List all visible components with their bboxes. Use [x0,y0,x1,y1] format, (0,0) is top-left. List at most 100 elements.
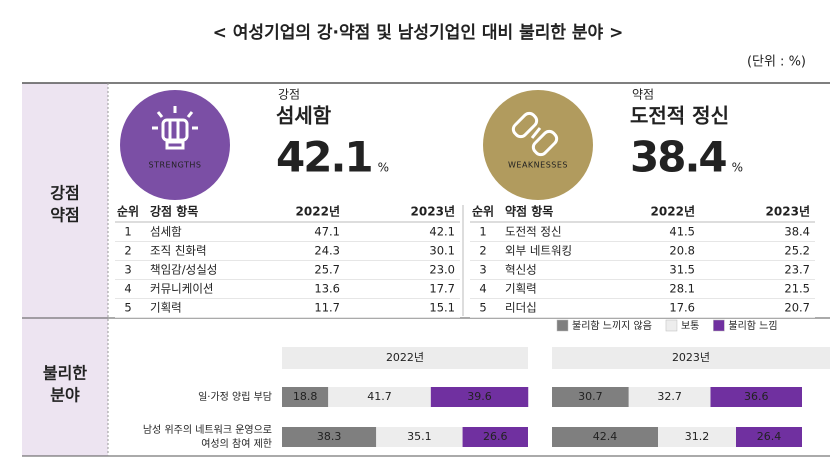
table-cell: 책임감/성실성 [150,263,217,277]
bar-label: 38.3 [317,430,342,443]
legend-swatch [556,319,569,332]
table-cell: 24.3 [314,244,340,258]
kind-label: 약점 [632,87,654,102]
table-cell: 1 [124,225,131,239]
unit: (단위 : %) [747,55,806,70]
table-header: 순위 [472,205,494,219]
table-cell: 25.7 [314,263,340,277]
bar-segment [552,387,629,407]
table-cell: 25.2 [784,244,810,258]
bar-label: 26.4 [757,430,782,443]
table-header: 순위 [117,205,139,219]
badge-label: WEAKNESSES [508,161,568,170]
year-band [282,347,528,369]
table-cell: 외부 네트워킹 [505,244,572,258]
table-cell: 1 [479,225,486,239]
legend-label: 불리함 느낌 [728,320,777,332]
year-band [552,347,830,369]
strength-icon [152,106,198,150]
table-cell: 2 [479,244,486,258]
bar-segment [462,427,528,447]
table-cell: 30.1 [429,244,455,258]
badge-label: STRENGTHS [149,161,202,170]
table-cell: 21.5 [784,282,810,296]
table-cell: 2 [124,244,131,258]
row-label: 일·가정 양립 부담 [198,390,272,403]
table-cell: 커뮤니케이션 [150,282,213,296]
bar-segment [736,427,802,447]
table-header: 약점 항목 [505,204,553,219]
bar-segment [430,387,529,407]
table-cell: 15.1 [429,301,455,315]
table-header: 2023년 [766,205,810,219]
bar-label: 31.2 [685,430,710,443]
bar-segment [376,427,463,447]
top-item: 섬세함 [276,104,332,128]
bar-label: 36.6 [744,390,769,403]
table-cell: 23.7 [784,263,810,277]
table-cell: 23.0 [429,263,455,277]
bar-segment [328,387,431,407]
top-item: 도전적 정신 [630,104,729,128]
section-label: 불리한 [43,364,87,383]
table-cell: 20.7 [784,301,810,315]
row-label: 남성 위주의 네트워크 운영으로 [143,423,272,436]
bar-segment [628,387,711,407]
section-label: 분야 [50,386,80,405]
section-label: 약점 [50,206,79,225]
badge-circle [120,90,230,200]
table-cell: 조직 친화력 [150,244,207,258]
table-cell: 47.1 [314,225,340,239]
badge-circle [483,90,593,200]
table-cell: 기획력 [505,282,537,296]
bar-segment [658,427,736,447]
bar-segment [282,387,329,407]
title: < 여성기업의 강·약점 및 남성기업인 대비 불리한 분야 > [213,22,624,43]
bar-segment [282,427,377,447]
legend-label: 불리함 느끼지 않음 [572,320,652,332]
legend-swatch [665,319,678,332]
bar-label: 42.4 [593,430,618,443]
table-cell: 5 [124,301,131,315]
table-cell: 17.7 [429,282,455,296]
legend-label: 보통 [681,320,699,332]
table-cell: 도전적 정신 [505,225,562,239]
bar-label: 18.8 [293,390,318,403]
table-cell: 3 [479,263,486,277]
table-cell: 3 [124,263,131,277]
table-cell: 31.5 [669,263,695,277]
table-cell: 4 [124,282,131,296]
table-cell: 11.7 [314,301,340,315]
top-value: 42.1 [276,133,372,182]
bar-label: 30.7 [578,390,603,403]
table-cell: 13.6 [314,282,340,296]
table-cell: 20.8 [669,244,695,258]
table-header: 2022년 [651,205,695,219]
table-cell: 17.6 [669,301,695,315]
bar-label: 26.6 [483,430,508,443]
bar-label: 41.7 [367,390,392,403]
top-value: 38.4 [630,133,726,182]
table-cell: 혁신성 [505,263,537,277]
table-cell: 5 [479,301,486,315]
bar-label: 39.6 [467,390,492,403]
table-cell: 섬세함 [150,225,182,239]
bar-segment [552,427,658,447]
year-label: 2022년 [386,351,424,364]
bar-label: 32.7 [657,390,682,403]
table-cell: 기획력 [150,301,182,315]
section-label: 강점 [50,184,79,203]
weakness-icon [511,111,559,157]
bar-segment [710,387,802,407]
table-header: 2022년 [296,205,340,219]
table-cell: 4 [479,282,486,296]
table-cell: 리더십 [505,301,537,315]
table-cell: 28.1 [669,282,695,296]
table-header: 강점 항목 [150,204,198,219]
top-unit: % [378,161,389,175]
table-cell: 41.5 [669,225,695,239]
table-cell: 38.4 [784,225,810,239]
top-unit: % [732,161,743,175]
label-column [22,83,108,456]
